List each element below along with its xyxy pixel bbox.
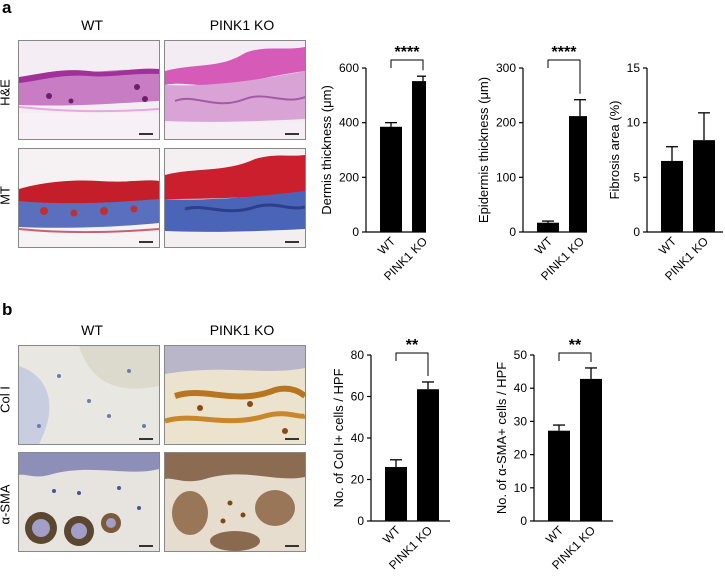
y-axis-label: No. of α-SMA+ cells / HPF <box>494 362 509 514</box>
y-tick-label: 20 <box>514 448 528 462</box>
y-tick-label: 100 <box>496 170 516 184</box>
y-axis-label: No. of Col I+ cells / HPF <box>331 368 346 507</box>
scale-bar <box>285 133 299 135</box>
panel-letter-a: a <box>2 0 12 17</box>
scale-bar <box>285 545 299 547</box>
significance-bracket <box>558 352 592 362</box>
y-tick-label: 60 <box>351 390 365 404</box>
bar-ko <box>569 116 587 232</box>
y-tick-label: 0 <box>633 225 640 239</box>
bar-ko <box>417 389 439 521</box>
x-tick-label: WT <box>375 234 399 258</box>
row-label-mt: MT <box>0 186 13 205</box>
col-header-wt-a: WT <box>81 17 103 33</box>
y-tick-label: 0 <box>357 514 364 528</box>
y-tick-label: 80 <box>351 348 365 362</box>
y-tick-label: 15 <box>627 61 641 75</box>
y-tick-label: 0 <box>352 225 359 239</box>
row-label-he: H&E <box>0 79 13 106</box>
bar-ko <box>580 378 602 521</box>
micrograph-he-ko <box>164 40 306 140</box>
scale-bar <box>139 438 153 440</box>
micrograph-mt-wt <box>18 148 160 248</box>
bar-wt <box>537 222 559 232</box>
y-tick-label: 200 <box>496 116 516 130</box>
col-header-wt-b: WT <box>81 322 103 338</box>
x-tick-label: WT <box>532 234 556 258</box>
y-axis-label: Epidermis thickness (μm) <box>476 77 491 223</box>
scale-bar <box>285 438 299 440</box>
y-tick-label: 200 <box>339 170 359 184</box>
y-tick-label: 40 <box>351 431 365 445</box>
y-tick-label: 400 <box>339 116 359 130</box>
micrograph-he-wt <box>18 40 160 140</box>
y-tick-label: 10 <box>514 481 528 495</box>
significance-stars: **** <box>395 44 421 61</box>
bar-wt <box>385 467 407 521</box>
significance-stars: **** <box>552 44 578 61</box>
bar-ko <box>412 81 426 232</box>
micrograph-mt-ko <box>164 148 306 248</box>
y-tick-label: 10 <box>627 116 641 130</box>
significance-stars: ** <box>406 337 419 354</box>
micrograph-col1-ko <box>164 345 306 445</box>
y-axis-label: Fibrosis area (%) <box>607 101 622 200</box>
bar-wt <box>661 160 683 232</box>
y-tick-label: 40 <box>514 381 528 395</box>
micrograph-col1-wt <box>18 345 160 445</box>
x-tick-label: WT <box>543 523 567 547</box>
micrograph-asma-wt <box>18 452 160 552</box>
y-tick-label: 0 <box>520 514 527 528</box>
panel-letter-b: b <box>2 300 13 319</box>
micrograph-asma-ko <box>164 452 306 552</box>
y-tick-label: 30 <box>514 414 528 428</box>
bar-wt <box>548 430 570 521</box>
bar-wt <box>380 126 402 232</box>
significance-bracket <box>395 352 429 376</box>
col-header-ko-b: PINK1 KO <box>209 322 275 338</box>
col-header-ko-a: PINK1 KO <box>209 17 275 33</box>
y-tick-label: 50 <box>514 348 528 362</box>
y-tick-label: 300 <box>496 61 516 75</box>
bar-ko <box>693 140 715 232</box>
y-tick-label: 600 <box>339 61 359 75</box>
y-tick-label: 20 <box>351 473 365 487</box>
significance-bracket <box>547 59 581 94</box>
scale-bar <box>139 241 153 243</box>
scale-bar <box>139 545 153 547</box>
significance-stars: ** <box>569 337 582 354</box>
row-label-asma: α-SMA <box>0 484 13 525</box>
x-tick-label: WT <box>656 234 680 258</box>
significance-bracket <box>390 59 424 71</box>
y-axis-label: Dermis thickness (μm) <box>319 85 334 215</box>
y-tick-label: 0 <box>509 225 516 239</box>
scale-bar <box>285 241 299 243</box>
y-tick-label: 5 <box>633 170 640 184</box>
row-label-col1: Col I <box>0 386 13 413</box>
scale-bar <box>139 133 153 135</box>
x-tick-label: WT <box>380 523 404 547</box>
